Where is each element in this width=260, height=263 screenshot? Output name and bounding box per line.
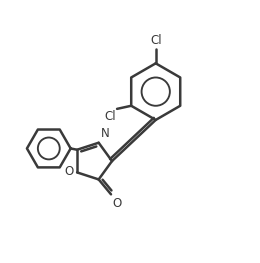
Text: N: N	[101, 127, 109, 140]
Text: O: O	[112, 197, 121, 210]
Text: O: O	[65, 165, 74, 178]
Text: Cl: Cl	[104, 110, 116, 123]
Text: Cl: Cl	[150, 34, 161, 47]
